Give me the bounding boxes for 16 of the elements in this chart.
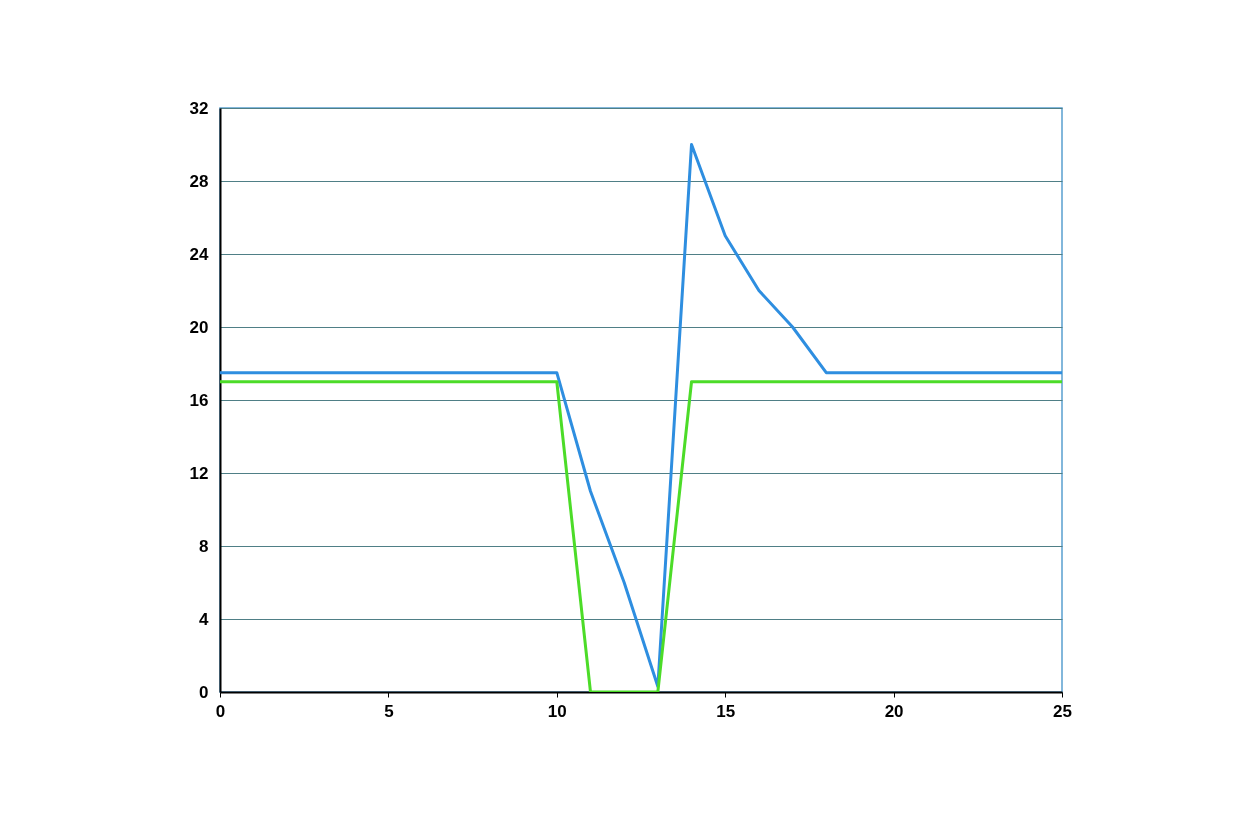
x-tick-label: 0 bbox=[215, 701, 226, 721]
y-tick-label: 28 bbox=[189, 171, 209, 191]
y-tick-label: 20 bbox=[189, 317, 209, 337]
y-tick-label: 8 bbox=[199, 536, 209, 556]
y-tick-label: 0 bbox=[199, 682, 209, 702]
y-tick-label: 16 bbox=[189, 390, 209, 410]
x-tick-label: 5 bbox=[384, 701, 394, 721]
y-tick-label: 24 bbox=[189, 244, 210, 264]
x-tick-label: 15 bbox=[716, 701, 736, 721]
y-tick-label: 4 bbox=[199, 609, 210, 629]
x-tick-label: 10 bbox=[547, 701, 567, 721]
y-tick-label: 12 bbox=[189, 463, 209, 483]
x-tick-label: 25 bbox=[1053, 701, 1072, 721]
line-series bbox=[220, 143, 1062, 689]
y-tick-label: 32 bbox=[189, 98, 209, 118]
x-tick-label: 20 bbox=[884, 701, 904, 721]
